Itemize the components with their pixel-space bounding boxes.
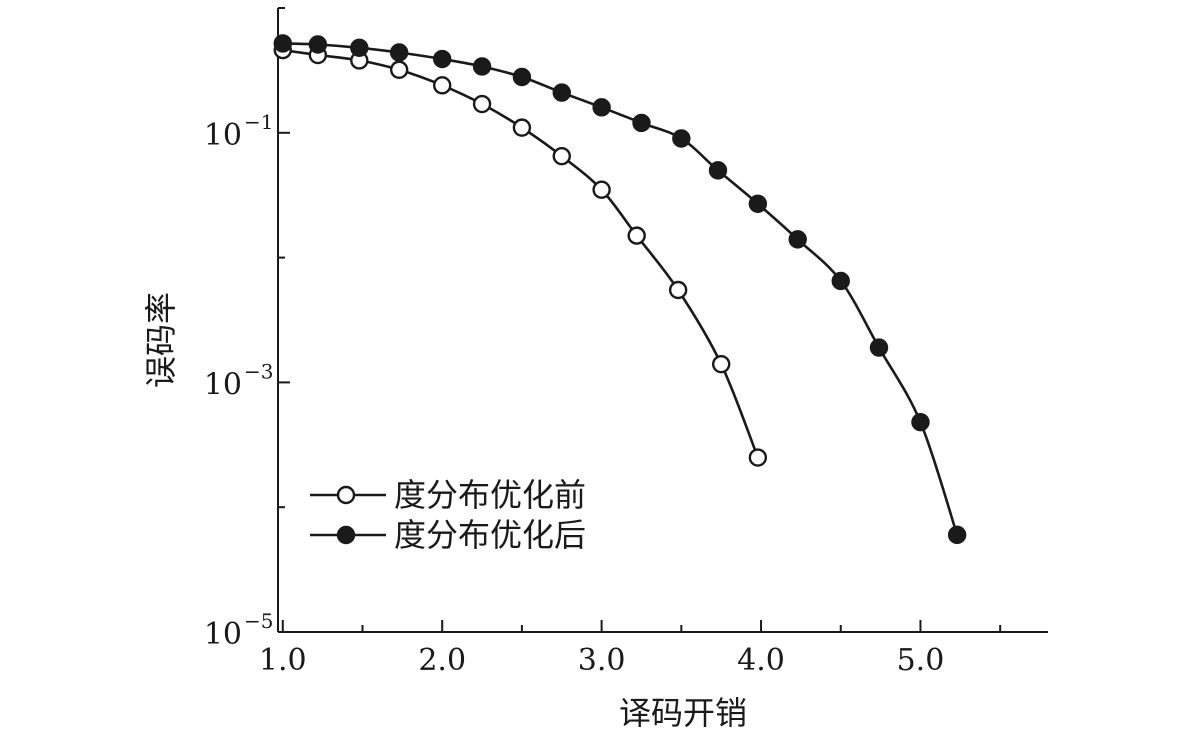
data-point <box>668 280 688 300</box>
data-point <box>748 448 768 467</box>
data-point <box>711 354 731 374</box>
x-tick-label: 4.0 <box>737 643 785 678</box>
legend-item-after: 度分布优化后 <box>310 516 586 554</box>
data-point <box>672 129 691 148</box>
data-point <box>592 98 611 117</box>
x-axis-label: 译码开销 <box>619 694 747 732</box>
series-line-1 <box>282 42 959 536</box>
data-point <box>831 271 850 291</box>
legend-marker-before <box>336 485 356 505</box>
data-point <box>308 35 328 54</box>
legend-marker-after <box>336 525 356 545</box>
x-tick-label: 1.0 <box>259 643 307 678</box>
y-axis-label: 误码率 <box>142 292 180 388</box>
y-tick-exponent: −1 <box>244 110 273 134</box>
data-point <box>552 146 571 166</box>
data-point <box>632 113 651 133</box>
y-tick-label: 10 <box>204 118 242 153</box>
legend-item-before: 度分布优化前 <box>310 476 586 514</box>
data-point <box>552 83 571 102</box>
data-point <box>627 226 646 245</box>
data-point <box>350 38 369 57</box>
legend: 度分布优化前 度分布优化后 <box>310 476 586 554</box>
x-ticks: 1.0 2.0 3.0 4.0 5.0 <box>259 620 1002 678</box>
data-point <box>512 118 532 137</box>
data-point <box>273 34 292 53</box>
legend-label-before: 度分布优化前 <box>394 476 586 514</box>
y-tick-exponent: −3 <box>244 359 273 383</box>
data-point <box>472 94 492 114</box>
data-point <box>911 412 930 432</box>
series-line-0 <box>282 48 760 458</box>
data-point <box>947 525 967 545</box>
data-point <box>433 76 452 95</box>
data-point <box>472 57 492 76</box>
y-ticks: 10−110−310−5 <box>204 7 290 652</box>
data-point <box>512 67 532 87</box>
data-point <box>389 43 409 62</box>
data-point <box>389 60 409 79</box>
data-point <box>788 230 807 249</box>
data-point <box>433 49 452 69</box>
legend-label-after: 度分布优化后 <box>394 516 586 554</box>
y-tick-label: 10 <box>204 367 242 402</box>
data-point <box>748 194 768 213</box>
data-point <box>708 161 728 180</box>
data-point <box>869 338 889 357</box>
x-tick-label: 5.0 <box>897 643 945 678</box>
data-point <box>592 180 611 199</box>
series-layer <box>273 34 967 545</box>
x-tick-label: 2.0 <box>418 643 466 678</box>
x-tick-label: 3.0 <box>578 643 626 678</box>
y-tick-label: 10 <box>204 617 242 652</box>
y-tick-exponent: −5 <box>244 609 273 633</box>
